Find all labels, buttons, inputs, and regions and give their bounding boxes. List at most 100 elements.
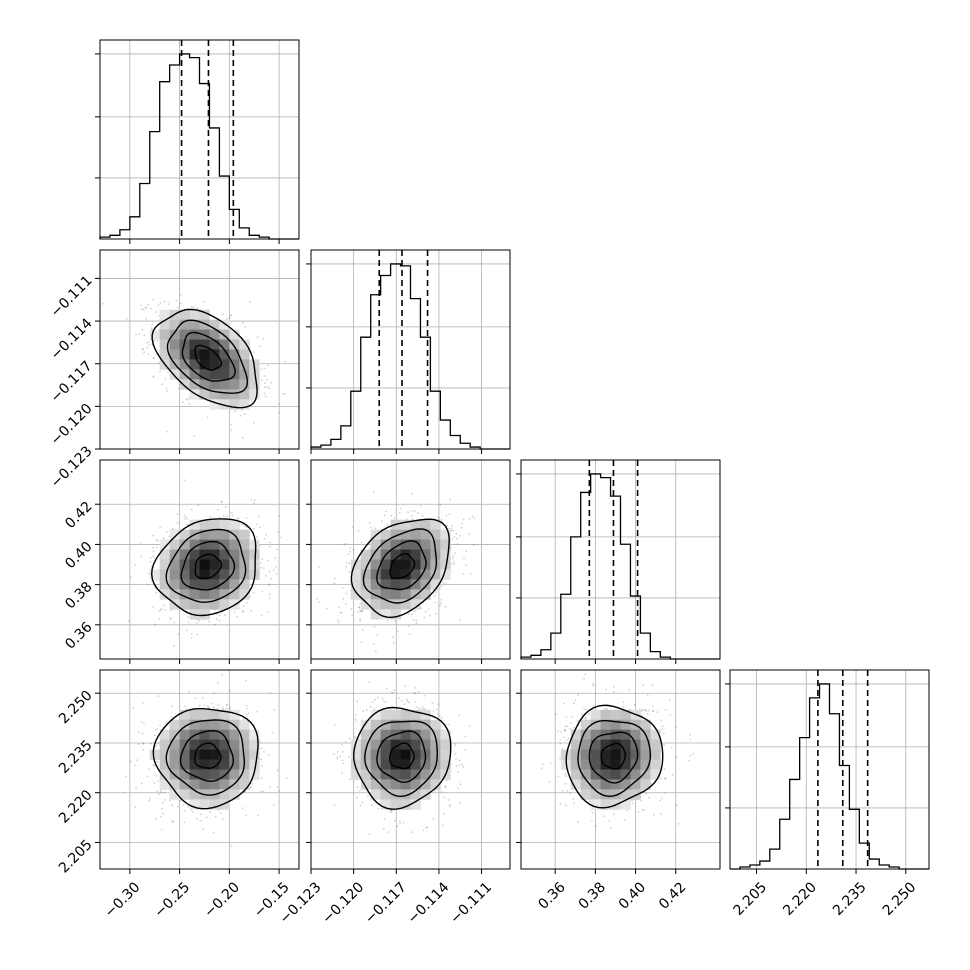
scatter-point	[245, 814, 247, 816]
density-cell	[219, 379, 230, 390]
density-cell	[410, 539, 421, 550]
scatter-point	[410, 515, 413, 517]
scatter-point	[147, 353, 150, 355]
density-cell	[219, 579, 230, 590]
density-cell	[159, 579, 171, 590]
scatter-point	[159, 724, 162, 727]
scatter-point	[266, 611, 269, 613]
scatter-point	[429, 614, 432, 617]
density-cell	[229, 549, 240, 560]
density-cell	[239, 389, 250, 400]
density-cell	[239, 529, 250, 540]
density-cell	[390, 559, 401, 570]
scatter-point	[166, 430, 169, 433]
scatter-point	[407, 511, 409, 514]
scatter-point	[182, 804, 185, 806]
scatter-point	[134, 764, 136, 767]
density-cell	[149, 569, 161, 580]
scatter-point	[259, 345, 262, 347]
scatter-point	[142, 742, 145, 745]
scatter-point	[359, 609, 361, 611]
histogram-panel-3: 2.205 2.220 2.235 2.250	[725, 669, 930, 919]
density-cell	[179, 339, 190, 350]
scatter-point	[155, 818, 157, 821]
scatter-point	[433, 601, 436, 604]
scatter-point	[326, 607, 328, 610]
density-cell	[199, 559, 210, 570]
scatter-point	[439, 503, 442, 506]
scatter-point	[259, 566, 262, 569]
scatter-point	[179, 302, 182, 305]
scatter-point	[179, 294, 182, 296]
density-cell	[159, 779, 171, 790]
scatter-point	[316, 597, 318, 600]
scatter-point	[234, 410, 237, 413]
scatter-point	[225, 707, 228, 710]
density-cell	[189, 519, 200, 531]
scatter-point	[157, 695, 160, 698]
scatter-point	[338, 606, 341, 609]
scatter-point	[263, 392, 266, 395]
density-cell	[209, 319, 220, 330]
density-cell	[219, 569, 230, 580]
scatter-point	[261, 764, 263, 767]
density-cell	[380, 609, 391, 620]
scatter-point	[253, 422, 256, 424]
density-cell	[229, 729, 240, 741]
density-cell	[169, 719, 180, 731]
panel-frame	[99, 669, 300, 870]
scatter-point	[242, 611, 245, 613]
y-tick-label: 0.38	[62, 579, 95, 612]
scatter-point	[223, 614, 226, 617]
density-cell	[440, 529, 451, 540]
density-cell	[229, 339, 240, 350]
scatter-point	[148, 799, 150, 802]
panel-background	[521, 460, 720, 659]
density-cell	[360, 579, 372, 590]
scatter-point	[411, 518, 414, 520]
scatter-point	[145, 317, 148, 320]
density-cell	[169, 749, 180, 760]
scatter-point	[159, 816, 162, 818]
density-cell	[169, 729, 180, 741]
density-cell	[400, 589, 411, 600]
density-cell	[229, 739, 240, 750]
density-cell	[400, 519, 411, 531]
density-cell	[179, 529, 190, 540]
density-cell	[410, 579, 421, 590]
scatter-point	[250, 399, 253, 402]
scatter-point	[434, 595, 436, 597]
scatter-point	[146, 775, 149, 778]
density-cell	[239, 349, 250, 360]
scatter-point	[158, 618, 161, 620]
scatter-point	[341, 587, 344, 589]
scatter-point	[163, 791, 166, 794]
scatter-point	[141, 348, 144, 351]
scatter-point	[137, 731, 140, 733]
scatter-point	[278, 412, 281, 414]
y-tick-label: −0.114	[48, 315, 96, 363]
density-cell	[370, 559, 382, 570]
density-cell	[380, 539, 391, 550]
density-cell	[199, 759, 210, 770]
density-cell	[390, 599, 401, 610]
scatter-point	[376, 634, 379, 636]
density-cell	[199, 729, 210, 741]
density-cell	[179, 309, 190, 321]
scatter-point	[188, 402, 191, 405]
contour-line	[350, 518, 450, 619]
panel-content	[102, 294, 287, 439]
density-cell	[209, 739, 220, 750]
x-tick-label: −0.20	[201, 879, 243, 921]
density-cell	[209, 329, 220, 340]
scatter-point	[370, 526, 372, 529]
scatter-point	[177, 633, 180, 636]
scatter-point	[173, 621, 176, 624]
scatter-point	[130, 576, 132, 579]
contour-line	[165, 528, 247, 603]
scatter-point	[217, 704, 219, 706]
scatter-point	[260, 747, 263, 750]
density-cell	[199, 339, 210, 350]
scatter-point	[220, 500, 223, 503]
scatter-point	[250, 609, 252, 612]
